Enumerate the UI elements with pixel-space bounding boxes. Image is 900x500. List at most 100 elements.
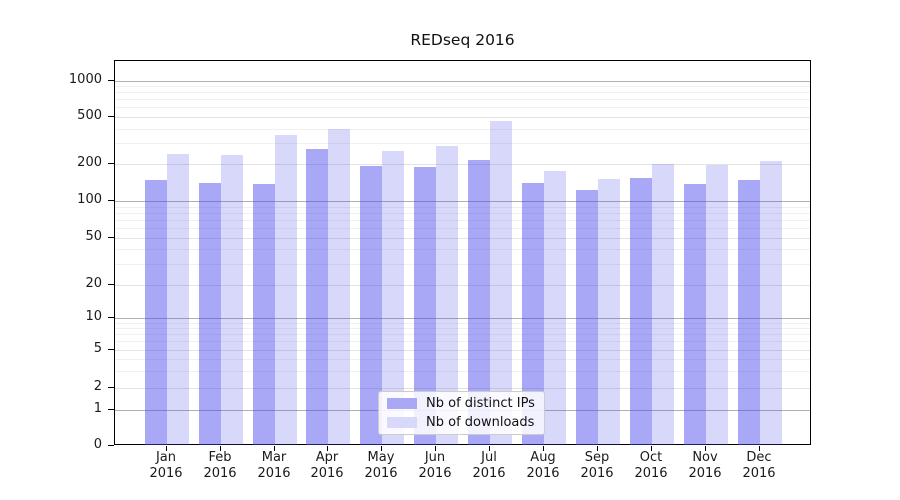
- y-axis-tick-label: 5: [93, 341, 102, 356]
- bar-jul-distinct-ips: [468, 159, 491, 445]
- y-axis-tick-label: 1: [93, 401, 102, 416]
- gridline-minor: [115, 341, 810, 342]
- y-tick-mark: [108, 409, 114, 410]
- bar-aug-downloads: [544, 171, 566, 445]
- legend-item-downloads: Nb of downloads: [387, 415, 536, 431]
- bar-jul-downloads: [490, 121, 513, 445]
- x-tick-month: Sep: [584, 450, 610, 465]
- bar-oct-distinct-ips: [629, 178, 652, 445]
- gridline-decade: [115, 201, 810, 202]
- gridline-minor: [115, 359, 810, 360]
- bar-aug-distinct-ips: [522, 182, 544, 445]
- y-axis-tick-label: 0: [93, 437, 102, 452]
- x-tick-month: Aug: [530, 450, 556, 465]
- x-tick-mark: [489, 446, 490, 451]
- x-tick-mark: [274, 446, 275, 451]
- x-axis-tick-label: Nov 2016: [675, 450, 735, 482]
- x-tick-mark: [759, 446, 760, 451]
- x-tick-month: Feb: [208, 450, 232, 465]
- bar-may-distinct-ips: [360, 165, 383, 445]
- x-tick-mark: [543, 446, 544, 451]
- bar-sep-distinct-ips: [575, 189, 598, 445]
- x-tick-year: 2016: [526, 466, 560, 481]
- gridline-minor: [115, 92, 810, 93]
- bar-dec-downloads: [759, 160, 782, 445]
- x-axis-tick-label: May 2016: [351, 450, 411, 482]
- y-tick-mark: [108, 387, 114, 388]
- gridline-minor: [115, 228, 810, 229]
- gridline-minor: [115, 371, 810, 372]
- x-axis-tick-label: Feb 2016: [190, 450, 250, 482]
- x-axis-tick-label: Apr 2016: [297, 450, 357, 482]
- x-tick-year: 2016: [310, 466, 344, 481]
- y-axis-tick-label: 10: [85, 309, 102, 324]
- x-tick-year: 2016: [257, 466, 291, 481]
- gridline-minor: [115, 334, 810, 335]
- gridline-decade: [115, 81, 810, 82]
- x-tick-month: Mar: [261, 450, 287, 465]
- gridline-major: [115, 388, 810, 389]
- x-tick-mark: [166, 446, 167, 451]
- x-tick-mark: [651, 446, 652, 451]
- gridline-major: [115, 350, 810, 351]
- gridline-minor: [115, 264, 810, 265]
- y-tick-mark: [108, 163, 114, 164]
- x-tick-mark: [327, 446, 328, 451]
- y-tick-mark: [108, 116, 114, 117]
- x-tick-year: 2016: [688, 466, 722, 481]
- gridline-minor: [115, 207, 810, 208]
- x-tick-mark: [597, 446, 598, 451]
- x-tick-month: Jun: [424, 450, 446, 465]
- bar-mar-downloads: [274, 135, 297, 445]
- x-tick-year: 2016: [364, 466, 398, 481]
- gridline-decade: [115, 318, 810, 319]
- y-axis-tick-label: 200: [77, 155, 102, 170]
- x-tick-year: 2016: [580, 466, 614, 481]
- y-tick-mark: [108, 317, 114, 318]
- gridline-minor: [115, 323, 810, 324]
- gridline-minor: [115, 328, 810, 329]
- bar-mar-distinct-ips: [252, 183, 275, 445]
- x-tick-month: Nov: [692, 450, 718, 465]
- y-axis-tick-label: 1000: [68, 72, 102, 87]
- x-tick-year: 2016: [149, 466, 183, 481]
- plot-area: [114, 60, 811, 445]
- y-tick-mark: [108, 200, 114, 201]
- bar-apr-downloads: [328, 128, 351, 445]
- x-tick-month: Dec: [746, 450, 772, 465]
- x-tick-mark: [220, 446, 221, 451]
- bar-jun-distinct-ips: [414, 167, 437, 445]
- y-tick-mark: [108, 237, 114, 238]
- legend-swatch-distinct-ips: [387, 398, 417, 409]
- y-tick-mark: [108, 445, 114, 446]
- gridline-minor: [115, 249, 810, 250]
- x-axis-tick-label: Jun 2016: [405, 450, 465, 482]
- bar-feb-distinct-ips: [198, 183, 221, 445]
- x-tick-year: 2016: [418, 466, 452, 481]
- bar-nov-downloads: [705, 164, 728, 445]
- x-tick-mark: [435, 446, 436, 451]
- gridline-minor: [115, 129, 810, 130]
- gridline-major: [115, 285, 810, 286]
- chart-title: REDseq 2016: [410, 31, 515, 49]
- x-axis-tick-label: Dec 2016: [729, 450, 789, 482]
- x-tick-month: Apr: [315, 450, 339, 465]
- y-axis-tick-label: 50: [85, 229, 102, 244]
- legend-label-downloads: Nb of downloads: [426, 414, 535, 430]
- y-axis-tick-label: 20: [85, 276, 102, 291]
- x-axis-tick-label: Oct 2016: [621, 450, 681, 482]
- x-axis-tick-label: Jan 2016: [136, 450, 196, 482]
- gridline-major: [115, 164, 810, 165]
- bar-jun-downloads: [436, 146, 459, 445]
- x-tick-month: Oct: [639, 450, 663, 465]
- x-axis-tick-label: Mar 2016: [244, 450, 304, 482]
- bar-jan-downloads: [166, 153, 189, 445]
- x-tick-year: 2016: [472, 466, 506, 481]
- bar-sep-downloads: [597, 179, 620, 445]
- y-axis-tick-label: 2: [93, 379, 102, 394]
- gridline-minor: [115, 86, 810, 87]
- legend-swatch-downloads: [387, 417, 417, 428]
- gridline-minor: [115, 220, 810, 221]
- y-tick-mark: [108, 80, 114, 81]
- x-tick-year: 2016: [634, 466, 668, 481]
